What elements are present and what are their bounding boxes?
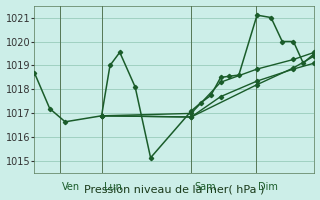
Text: Lun: Lun [104,182,122,192]
X-axis label: Pression niveau de la mer( hPa ): Pression niveau de la mer( hPa ) [84,184,265,194]
Text: Dim: Dim [259,182,278,192]
Text: Ven: Ven [62,182,81,192]
Text: Sam: Sam [194,182,216,192]
